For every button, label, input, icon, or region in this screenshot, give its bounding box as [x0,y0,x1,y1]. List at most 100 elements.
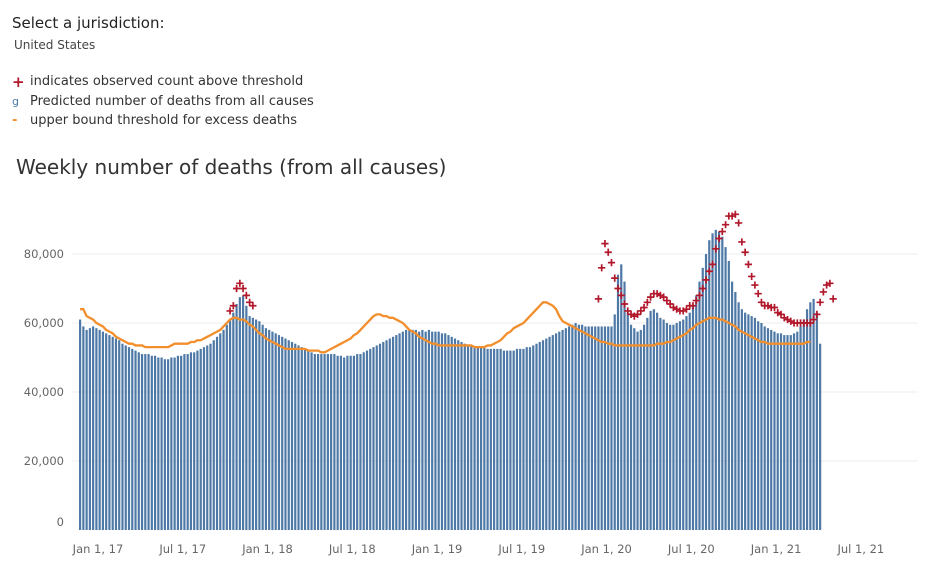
bar [574,323,577,530]
bar [385,340,388,530]
bar [819,343,822,530]
bar [388,338,391,530]
bar [134,350,137,530]
bar [411,329,414,530]
bar [118,340,121,530]
bar [264,328,268,530]
bar [219,333,222,530]
bar [548,336,551,530]
observed-marker [741,248,749,256]
bar [287,340,290,530]
bar [440,333,444,530]
bar [564,328,567,530]
bar [607,326,610,530]
bar [261,324,264,531]
bar [336,355,339,530]
bar [760,323,763,530]
bar [744,312,747,530]
observed-marker [236,279,244,287]
bar [222,329,225,530]
threshold-line [80,301,811,354]
bar [121,343,124,530]
bar [616,274,620,530]
observed-marker [829,295,837,303]
bar [251,317,254,530]
observed-marker [721,221,730,229]
bar [496,348,499,531]
bar [365,350,369,530]
y-tick-label: 80,000 [24,247,64,261]
legend: + indicates observed count above thresho… [12,72,314,131]
observed-marker [816,298,824,306]
x-tick-label: Jan 1, 18 [241,542,293,556]
bar [766,328,770,530]
bar [499,348,502,531]
observed-marker [246,298,254,306]
bar [590,326,594,530]
x-tick-label: Jan 1, 17 [72,542,124,556]
bar [786,335,789,530]
jurisdiction-select[interactable]: United States [14,38,96,52]
x-tick-label: Jan 1, 21 [750,542,802,556]
bar [274,333,277,530]
bar [753,317,757,530]
bar [225,324,228,531]
bar [98,329,101,530]
observed-marker [718,227,726,236]
bar [740,309,743,530]
observed-marker [754,290,762,298]
bar [554,333,558,530]
observed-markers [226,210,837,327]
jurisdiction-label: Select a jurisdiction: [12,14,165,32]
bar [101,331,105,531]
bar [137,352,140,530]
legend-label-predicted: Predicted number of deaths from all caus… [30,93,314,109]
observed-marker [819,288,827,296]
dash-icon: - [12,113,18,129]
bar [698,281,701,530]
bar [558,331,561,531]
bar [538,341,541,531]
bar [473,347,476,530]
bar [326,354,329,530]
bar [541,340,545,530]
bar [665,323,668,530]
bar [395,335,398,530]
bar [170,357,173,530]
legend-item-predicted: g Predicted number of deaths from all ca… [12,92,314,112]
observed-marker [744,260,752,268]
bar [92,326,95,530]
bar [431,331,434,531]
observed-marker [640,303,648,312]
bar [623,281,626,530]
bar [359,354,362,530]
bar [401,331,404,531]
bar [232,312,235,530]
observed-marker [663,296,671,305]
bar [268,329,271,530]
bar [731,281,734,530]
bar [708,240,711,530]
bar [206,345,209,530]
bar [408,329,411,530]
bar [316,354,320,530]
bar [382,341,385,531]
observed-marker [594,295,603,303]
bar [294,343,297,530]
bar [180,355,183,530]
bar [150,355,153,530]
bar [610,326,613,530]
bar [486,348,489,531]
bar [466,345,470,530]
observed-marker [715,234,723,243]
bar [242,295,245,530]
bar [235,304,238,530]
bar [629,324,633,531]
bar [594,326,597,530]
bar [378,343,382,530]
bar [799,326,802,530]
bar [770,329,773,530]
bar [258,321,261,530]
observed-marker [806,319,814,327]
bar [457,340,460,530]
